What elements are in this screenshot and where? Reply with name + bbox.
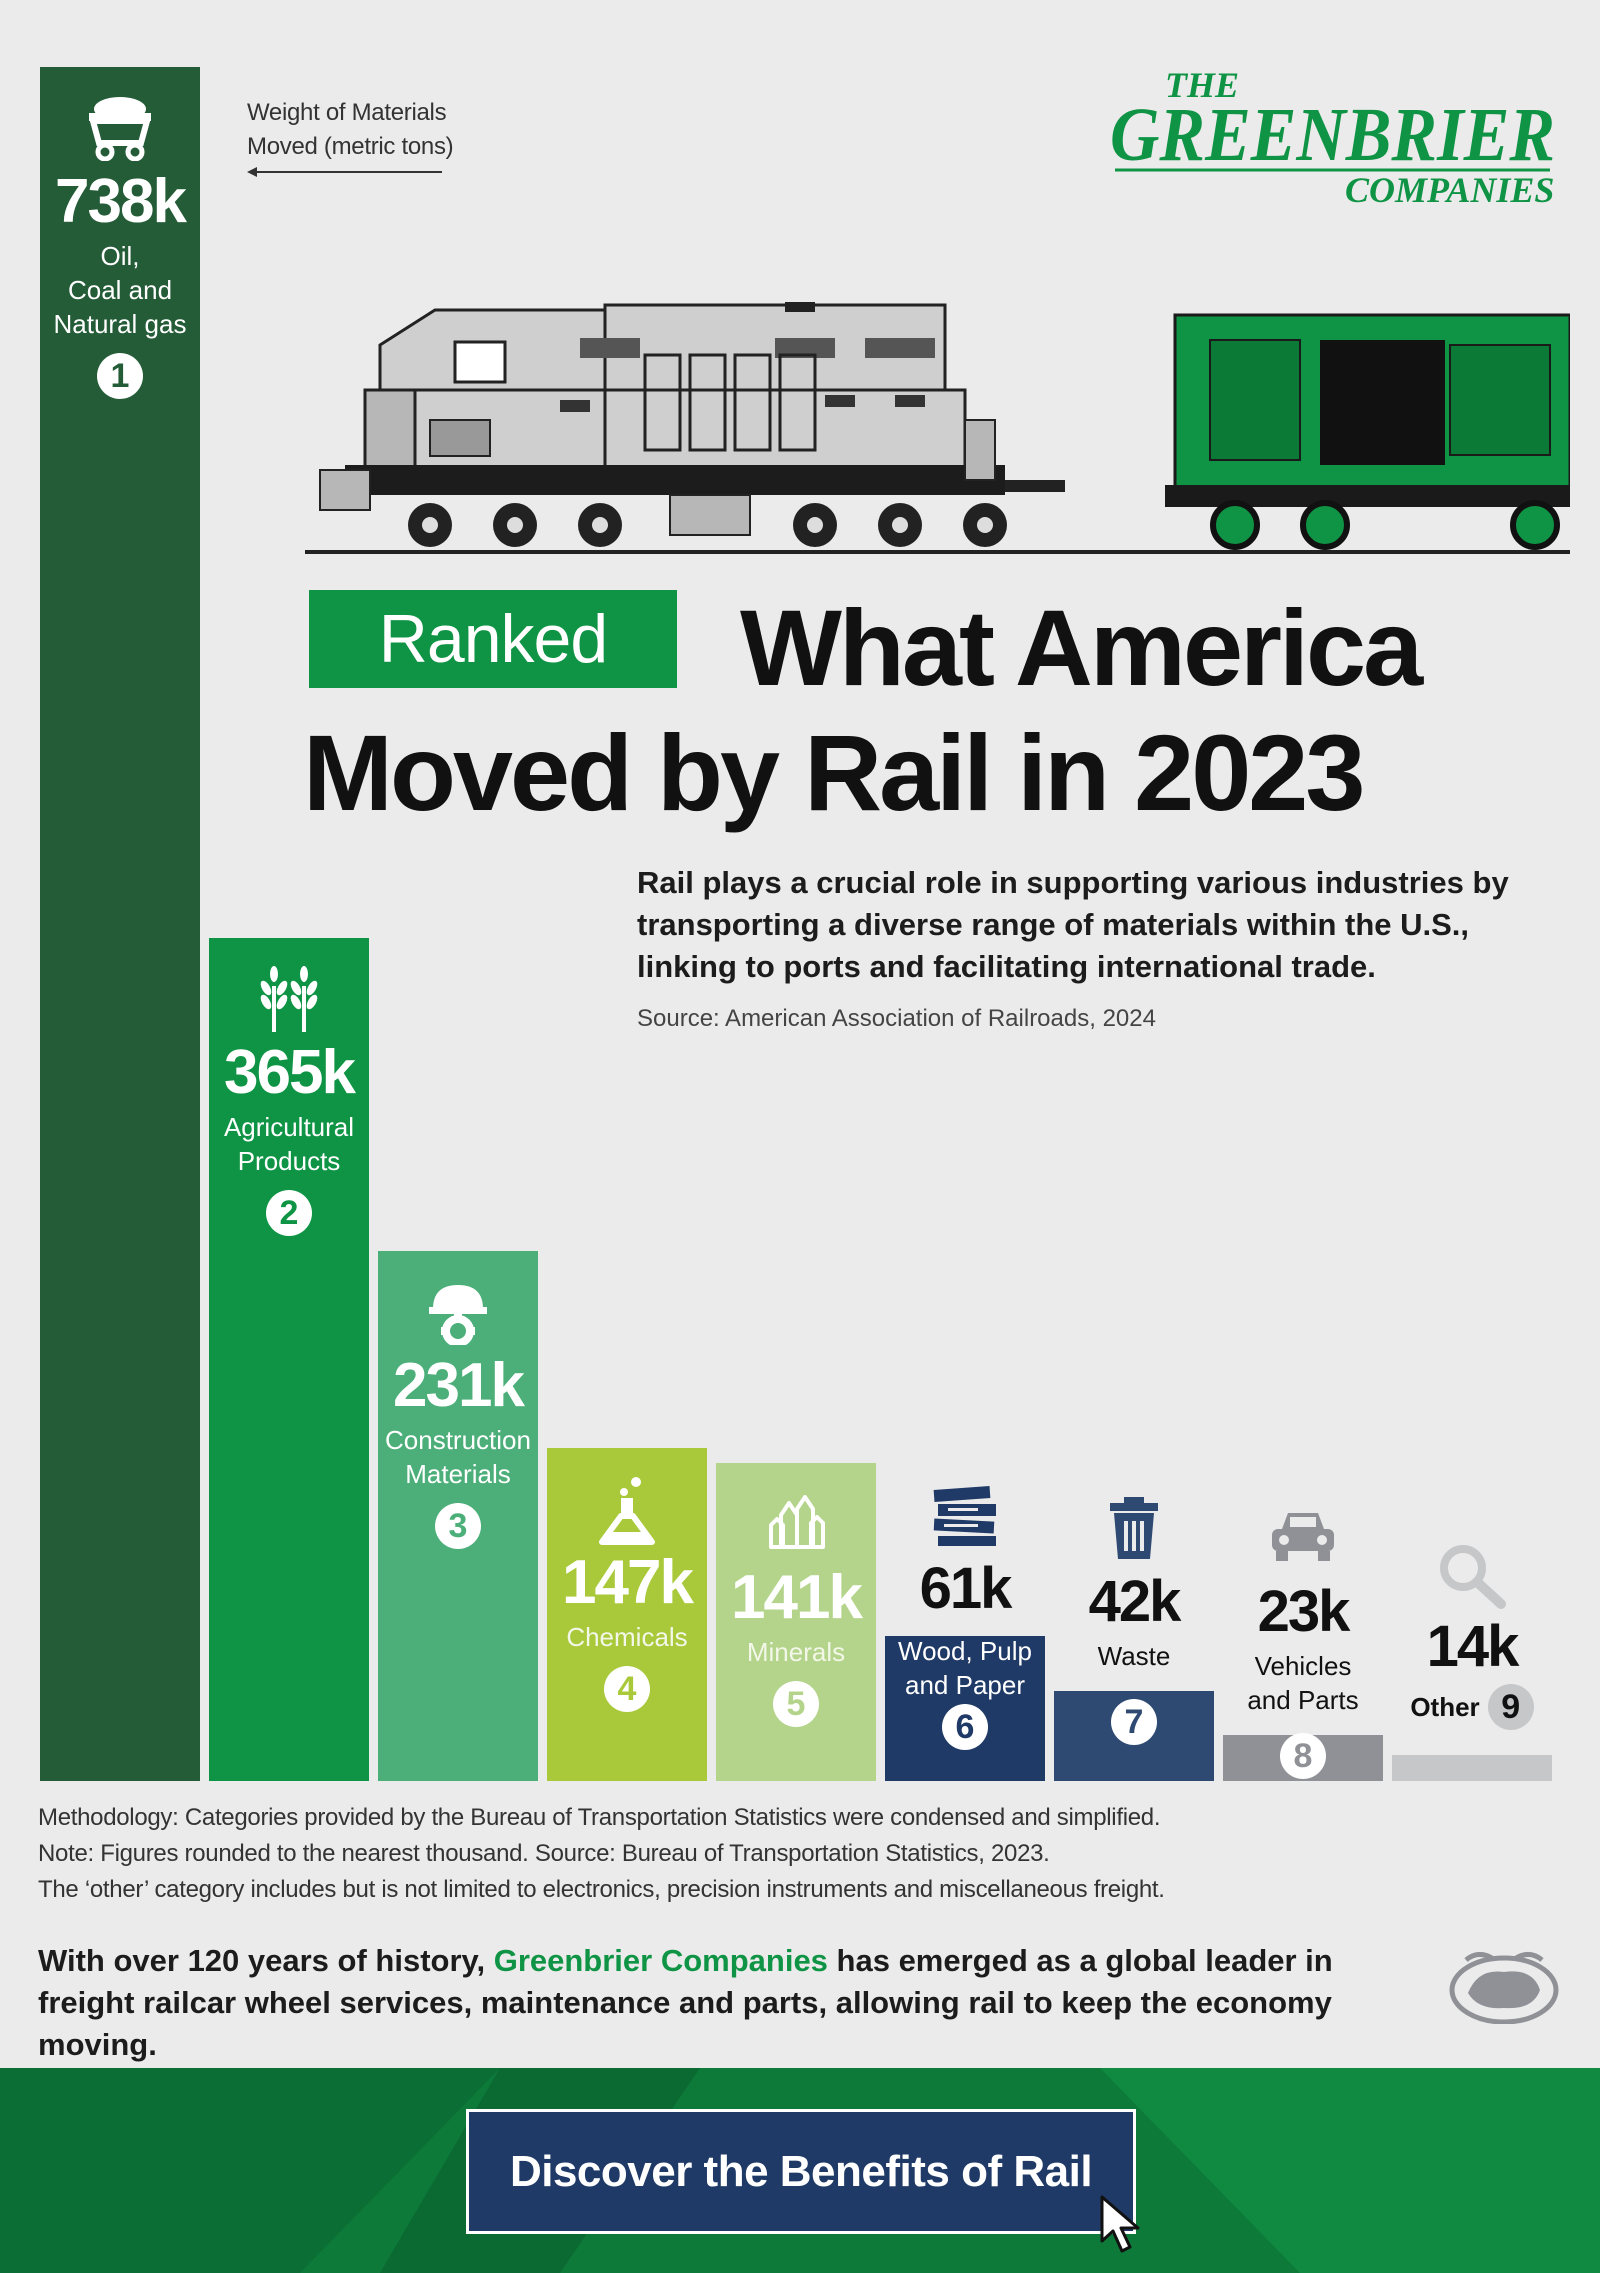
category-line: Natural gas [53,309,187,339]
category-line: Minerals [746,1637,846,1667]
category-label-8: Vehicles and Parts [1223,1649,1383,1717]
bar-1 [40,67,200,1781]
magnifier-icon [1392,1540,1552,1610]
value-label-6: 61k [919,1556,1013,1621]
locomotive-icon [305,302,1570,554]
bar-label-6: 61k Wood, Pulp and Paper 6 [885,1482,1045,1750]
category-line: Oil, [100,241,140,271]
rank-badge-8: 8 [1280,1733,1326,1779]
page-title-line-2: Moved by Rail in 2023 [303,712,1365,833]
note-line: Note: Figures rounded to the nearest tho… [38,1840,1050,1867]
rank-badge-4: 4 [604,1666,650,1712]
bar-label-9: 14k Other 9 [1392,1540,1552,1730]
bar-label-7: 42k Waste 7 [1054,1495,1214,1745]
bar-label-2: 365k Agricultural Products 2 [209,966,369,1236]
category-label-5: Minerals [716,1635,876,1669]
flask-icon [547,1476,707,1546]
mouse-cursor-icon [1100,2195,1140,2253]
coal-cart-icon [40,95,200,165]
value-label-4: 147k [562,1548,694,1617]
legend-note: Weight of Materials Moved (metric tons) [247,96,477,164]
category-label-3: Construction Materials [378,1423,538,1491]
crystal-icon [716,1491,876,1561]
bar-labels: 738k Oil, Coal and Natural gas 1 365k Agricult… [40,95,1552,1779]
category-label-1: Oil, Coal and Natural gas [40,239,200,341]
closing-text-end: has emerged as a global leader in freigh… [38,1943,1333,2062]
brand-name: Greenbrier Companies [493,1943,828,1978]
bar-9 [1392,1755,1552,1781]
other-category-note: The ‘other’ category includes but is not… [38,1876,1165,1903]
trash-can-icon [1054,1495,1214,1565]
category-line: Products [237,1146,341,1176]
ranked-badge: Ranked [309,590,677,688]
footer-pattern [0,2068,1600,2273]
intro-text: Rail plays a crucial role in supporting … [637,865,1509,984]
value-label-7: 42k [1088,1569,1182,1634]
value-label-1: 738k [55,167,187,236]
category-label-7: Waste [1054,1639,1214,1673]
car-icon [1223,1505,1383,1575]
category-line: Other [1410,1692,1480,1722]
legend-line-2: Moved (metric tons) [247,133,454,160]
source-note: Source: American Association of Railroad… [637,1005,1156,1032]
bar-label-8: 23k Vehicles and Parts 8 [1223,1505,1383,1779]
rank-badge-5: 5 [773,1681,819,1727]
methodology-line: Methodology: Categories provided by the … [38,1804,1161,1831]
category-line: Materials [405,1459,511,1489]
stacked-wood-icon [885,1482,1045,1552]
category-line: Wood, Pulp [898,1636,1032,1666]
logo-companies: COMPANIES [1345,170,1554,210]
value-label-5: 141k [731,1563,863,1632]
page-title-line-1: What America [740,587,1423,708]
category-line: Vehicles [1254,1651,1352,1681]
hard-hat-gear-icon [378,1279,538,1349]
bar-2 [209,938,369,1781]
category-label-4: Chemicals [547,1620,707,1654]
category-line: Coal and [67,275,173,305]
greenbrier-logo: THE GREENBRIER COMPANIES [1110,65,1555,210]
value-label-9: 14k [1426,1614,1520,1679]
rank-badge-3: 3 [435,1503,481,1549]
bison-map-icon [1449,1952,1559,2024]
value-label-3: 231k [393,1351,525,1420]
category-label-9: Other [1410,1690,1479,1724]
category-line: Waste [1097,1641,1171,1671]
logo-the: THE [1165,65,1239,105]
closing-text-start: With over 120 years of history, [38,1943,494,1978]
category-line: Construction [385,1425,531,1455]
logo-name: GREENBRIER [1110,93,1555,177]
rank-badge-2: 2 [266,1190,312,1236]
bar-label-5: 141k Minerals 5 [716,1491,876,1727]
bar-label-1: 738k Oil, Coal and Natural gas 1 [40,95,200,399]
category-line: Agricultural [223,1112,355,1142]
rank-badge-6: 6 [942,1704,988,1750]
category-label-6: Wood, Pulp and Paper [885,1634,1045,1702]
bar-label-3: 231k Construction Materials 3 [378,1279,538,1549]
category-line: and Parts [1247,1685,1359,1715]
value-label-8: 23k [1257,1579,1351,1644]
category-label-2: Agricultural Products [209,1110,369,1178]
legend-arrow-icon [247,167,442,177]
rank-badge-9: 9 [1487,1684,1534,1730]
train-illustration [305,302,1570,554]
wheat-icon [209,966,369,1036]
category-line: and Paper [905,1670,1025,1700]
methodology-notes: Methodology: Categories provided by the … [38,1800,1438,1908]
discover-benefits-button[interactable]: Discover the Benefits of Rail [466,2109,1136,2234]
boxcar-icon [1005,313,1570,550]
value-label-2: 365k [224,1038,356,1107]
legend-line-1: Weight of Materials [247,99,447,126]
rank-badge-1: 1 [97,353,143,399]
category-line: Chemicals [566,1622,688,1652]
bar-label-4: 147k Chemicals 4 [547,1476,707,1712]
rank-badge-7: 7 [1111,1699,1157,1745]
closing-statement: With over 120 years of history, Greenbri… [38,1940,1428,2066]
